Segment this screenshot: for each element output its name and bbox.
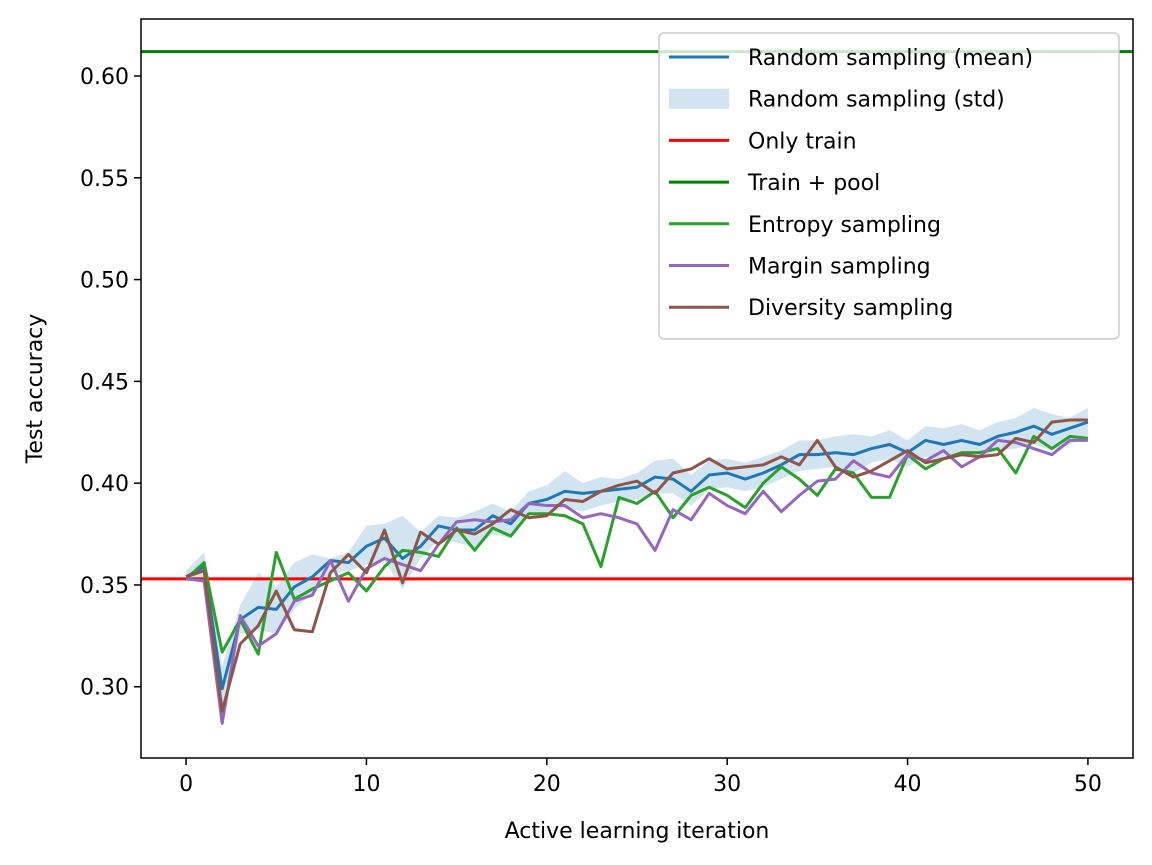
- legend-label-random-sampling-mean: Random sampling (mean): [748, 46, 1033, 71]
- legend: Random sampling (mean) Random sampling (s…: [658, 32, 1120, 340]
- legend-label-random-sampling-std: Random sampling (std): [748, 88, 1005, 113]
- y-axis-label: Test accuracy: [23, 314, 48, 465]
- y-tick-label: 0.40: [80, 472, 129, 497]
- x-tick-label: 10: [352, 772, 380, 797]
- axis-ticks: 0 10 20 30 40 50 0.30 0.35 0.40 0.45 0.50 0.55 0.60: [80, 65, 1102, 797]
- random-sampling-std-band: [186, 407, 1088, 712]
- x-tick-label: 40: [894, 772, 922, 797]
- legend-box: [658, 32, 1120, 340]
- axes-frame: [140, 18, 1134, 759]
- legend-swatch-random-sampling-std: [669, 88, 729, 109]
- x-tick-label: 30: [713, 772, 741, 797]
- legend-label-entropy-sampling: Entropy sampling: [748, 213, 941, 238]
- y-tick-label: 0.45: [80, 370, 129, 395]
- y-tick-label: 0.50: [80, 269, 129, 294]
- legend-label-diversity-sampling: Diversity sampling: [748, 296, 953, 321]
- x-tick-label: 20: [533, 772, 561, 797]
- y-tick-label: 0.55: [80, 167, 129, 192]
- x-tick-label: 0: [179, 772, 193, 797]
- x-tick-label: 50: [1074, 772, 1102, 797]
- legend-label-only-train: Only train: [748, 129, 857, 154]
- y-tick-label: 0.30: [80, 676, 129, 701]
- margin-sampling-line: [185, 438, 1088, 725]
- diversity-sampling-line: [185, 418, 1088, 713]
- y-tick-label: 0.35: [80, 574, 129, 599]
- entropy-sampling-line: [185, 434, 1089, 656]
- legend-label-margin-sampling: Margin sampling: [748, 255, 931, 280]
- random-sampling-mean-line: [185, 420, 1089, 691]
- x-axis-label: Active learning iteration: [505, 819, 770, 844]
- y-tick-label: 0.60: [80, 65, 129, 90]
- legend-label-train-pool: Train + pool: [747, 171, 880, 196]
